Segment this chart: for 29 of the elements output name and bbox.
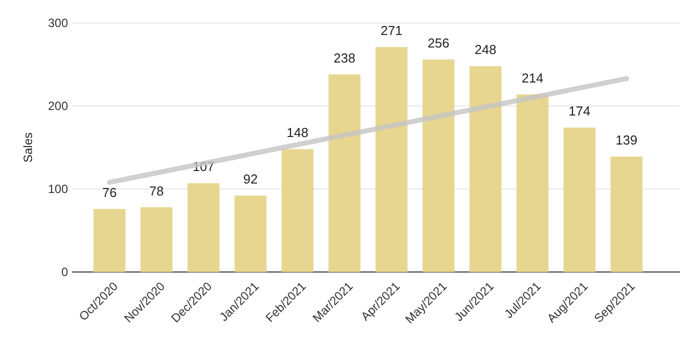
data-label: 256	[428, 36, 450, 51]
bar	[516, 94, 548, 272]
data-label: 248	[474, 42, 496, 58]
bar	[328, 74, 360, 272]
y-tick-label: 200	[48, 99, 68, 114]
bar	[564, 128, 596, 272]
bar	[282, 149, 314, 272]
data-label: 76	[102, 184, 117, 200]
data-label: 92	[243, 172, 258, 187]
data-label: 174	[568, 104, 590, 119]
bar	[422, 60, 454, 272]
bar	[94, 208, 126, 272]
bar	[610, 156, 642, 272]
bar	[140, 207, 172, 272]
y-axis-title: Sales	[21, 132, 35, 163]
y-tick-label: 0	[61, 265, 68, 280]
bar	[470, 66, 502, 272]
data-label: 139	[616, 132, 638, 148]
bar	[234, 196, 266, 272]
data-label: 271	[380, 23, 402, 38]
bar	[376, 47, 408, 272]
y-tick-label: 300	[48, 16, 68, 30]
bar	[188, 183, 220, 272]
data-label: 78	[149, 183, 164, 198]
data-label: 107	[192, 159, 214, 174]
y-tick-label: 100	[48, 182, 68, 196]
data-label: 238	[334, 50, 356, 66]
data-label: 214	[522, 70, 544, 86]
data-label: 148	[286, 125, 308, 140]
